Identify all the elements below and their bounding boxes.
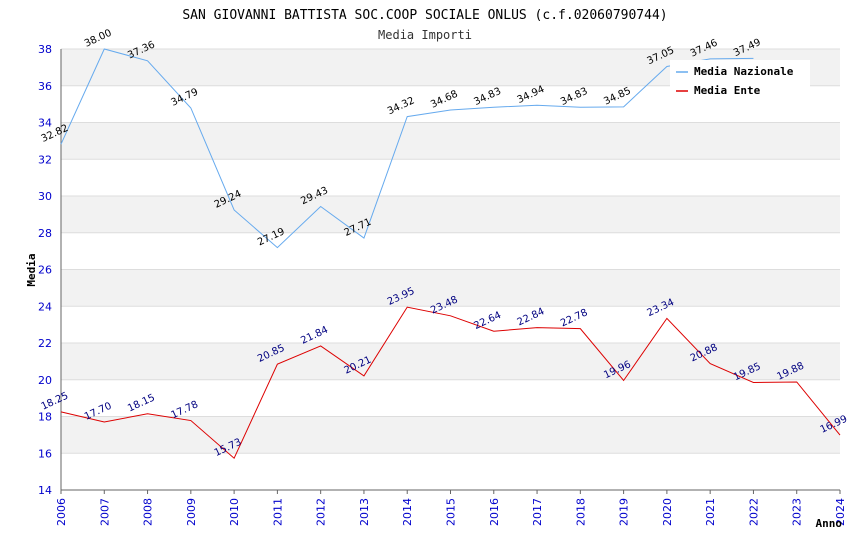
x-tick-label: 2009: [185, 498, 198, 526]
grid-bands: [61, 49, 840, 490]
grid-band: [61, 159, 840, 196]
x-tick-label: 2008: [142, 498, 155, 526]
y-tick-label: 34: [38, 117, 52, 130]
grid-band: [61, 306, 840, 343]
y-tick-label: 32: [38, 153, 52, 166]
grid-band: [61, 232, 840, 270]
y-axis-title: Media: [25, 253, 38, 286]
grid-band: [61, 122, 840, 160]
x-axis-title: Anno: [816, 517, 843, 530]
grid-band: [61, 343, 840, 380]
axes: [60, 49, 841, 494]
x-tick-label: 2012: [315, 498, 328, 526]
x-tick-label: 2010: [228, 498, 241, 526]
y-tick-label: 28: [38, 227, 52, 240]
y-tick-label: 18: [38, 411, 52, 424]
x-tick-label: 2015: [445, 498, 458, 526]
x-tick-label: 2024: [834, 498, 847, 526]
x-tick-label: 2023: [791, 498, 804, 526]
grid-band: [61, 416, 840, 454]
legend-label-media-ente: Media Ente: [694, 84, 761, 97]
y-tick-label: 38: [38, 43, 52, 56]
data-label-media-nazionale: 38.00: [83, 28, 114, 50]
y-tick-label: 16: [38, 447, 52, 460]
x-tick-label: 2018: [574, 498, 587, 526]
x-tick-label: 2022: [747, 498, 760, 526]
y-tick-label: 26: [38, 264, 52, 277]
y-tick-label: 30: [38, 190, 52, 203]
x-tick-labels: 2006 2007 2008 2009 2010 2011 2012 2013 2014 2015…: [55, 498, 847, 526]
x-tick-label: 2016: [488, 498, 501, 526]
legend-label-media-nazionale: Media Nazionale: [694, 65, 794, 78]
x-tick-label: 2014: [401, 498, 414, 526]
series-line-media-ente: [60, 306, 841, 460]
x-tick-label: 2017: [531, 498, 544, 526]
series-line-media-nazionale: [60, 48, 754, 249]
y-tick-label: 24: [38, 300, 52, 313]
x-tick-label: 2006: [55, 498, 68, 526]
x-tick-label: 2020: [661, 498, 674, 526]
chart-title: SAN GIOVANNI BATTISTA SOC.COOP SOCIALE O…: [182, 8, 667, 23]
legend: Media Nazionale Media Ente: [670, 60, 810, 102]
grid-band: [61, 269, 840, 307]
y-tick-labels: 14 16 18 20 22 24 26 28 30 32 34 36 38: [38, 43, 52, 497]
x-tick-label: 2019: [618, 498, 631, 526]
x-tick-label: 2013: [358, 498, 371, 526]
y-tick-label: 36: [38, 80, 52, 93]
y-tick-label: 22: [38, 337, 52, 350]
x-tick-label: 2011: [271, 498, 284, 526]
x-tick-label: 2007: [98, 498, 111, 526]
grid-band: [61, 379, 840, 417]
series-lines: [60, 48, 841, 460]
legend-background: [670, 60, 810, 102]
x-tick-label: 2021: [704, 498, 717, 526]
grid-band: [61, 453, 840, 490]
y-tick-label: 20: [38, 374, 52, 387]
chart-subtitle: Media Importi: [378, 28, 472, 42]
grid-band: [61, 196, 840, 233]
y-tick-label: 14: [38, 484, 52, 497]
